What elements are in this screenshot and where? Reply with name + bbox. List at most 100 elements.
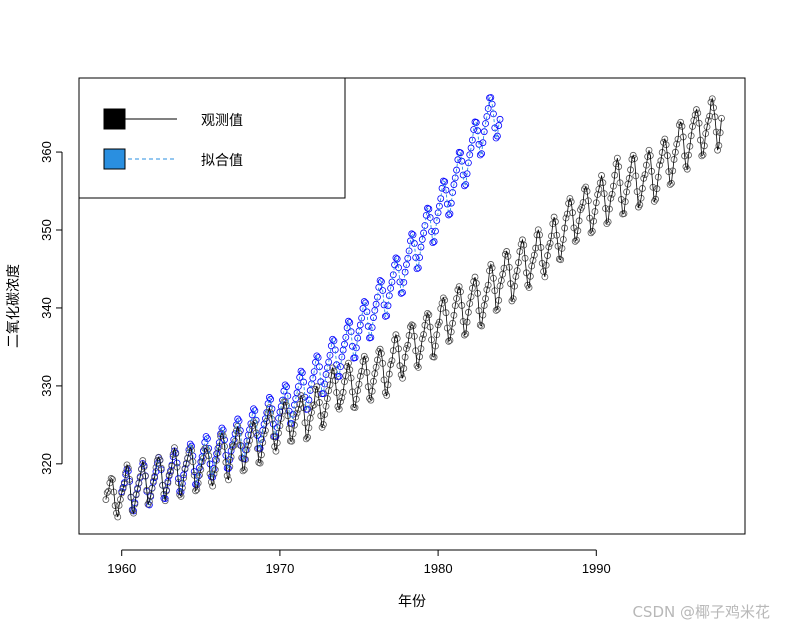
observed-point: [118, 489, 126, 497]
observed-point: [467, 293, 475, 301]
fitted-point: [372, 300, 380, 308]
observed-point: [645, 146, 653, 154]
fitted-point: [360, 298, 368, 305]
observed-point: [642, 161, 650, 169]
x-tick-label: 1980: [424, 561, 453, 576]
observed-point: [482, 295, 489, 302]
observed-point: [288, 437, 296, 445]
fitted-point: [359, 305, 367, 312]
fitted-point: [408, 230, 416, 238]
observed-point: [345, 359, 352, 367]
fitted-point: [356, 321, 364, 329]
legend: 观测值 拟合值: [78, 77, 346, 199]
observed-point: [371, 370, 379, 377]
observed-point: [329, 364, 337, 372]
observed-point: [243, 446, 251, 454]
observed-point: [598, 172, 605, 179]
fitted-point: [362, 299, 369, 307]
fitted-point: [425, 205, 433, 213]
fitted-point: [371, 306, 379, 314]
fitted-point: [283, 383, 290, 391]
observed-point: [139, 457, 147, 464]
observed-point: [244, 441, 252, 449]
observed-point: [293, 409, 301, 417]
observed-point: [455, 283, 463, 290]
y-tick-label: 330: [39, 375, 54, 397]
observed-point: [703, 123, 711, 131]
fitted-point: [405, 247, 413, 255]
observed-point: [198, 458, 206, 466]
observed-point: [335, 405, 343, 413]
observed-point: [107, 475, 115, 482]
observed-point: [671, 148, 679, 156]
fitted-point: [439, 177, 447, 185]
legend-observed-label: 观测值: [201, 113, 243, 129]
observed-point: [272, 447, 280, 455]
observed-point: [213, 456, 221, 464]
observed-point: [708, 95, 716, 103]
x-tick-label: 1960: [107, 561, 136, 576]
observed-point: [594, 191, 601, 198]
observed-point: [279, 407, 286, 415]
fitted-point: [265, 394, 273, 401]
observed-point: [151, 472, 159, 480]
fitted-point: [370, 314, 377, 321]
fitted-point: [329, 335, 337, 343]
fitted-point: [436, 202, 443, 210]
observed-point: [405, 332, 413, 339]
observed-point: [424, 310, 431, 317]
observed-point: [149, 477, 157, 485]
observed-point: [530, 251, 538, 259]
observed-point: [234, 422, 242, 430]
observed-point: [403, 345, 410, 352]
fitted-point: [306, 387, 314, 394]
observed-point: [550, 213, 558, 221]
observed-point: [637, 194, 645, 202]
fitted-point: [234, 415, 242, 423]
fitted-point: [310, 368, 318, 376]
fitted-point: [404, 254, 412, 262]
observed-point: [290, 421, 298, 429]
observed-series-line: [105, 97, 722, 518]
fitted-point: [213, 450, 221, 458]
y-axis-title: 二氧化碳浓度: [6, 264, 22, 348]
fitted-point: [482, 120, 489, 127]
fitted-point: [297, 367, 305, 375]
fitted-point: [161, 495, 169, 503]
observed-point: [182, 459, 190, 467]
observed-point: [465, 308, 472, 316]
observed-point: [103, 489, 111, 497]
observed-point: [592, 199, 600, 207]
observed-point: [251, 419, 259, 427]
fitted-point: [495, 122, 503, 129]
x-tick-label: 1990: [582, 561, 611, 576]
fitted-point: [313, 352, 321, 360]
observed-point: [487, 261, 495, 268]
observed-point: [323, 395, 331, 403]
fitted-point: [479, 139, 487, 147]
fitted-point: [418, 236, 426, 243]
observed-point: [657, 157, 665, 165]
fitted-point: [483, 113, 491, 120]
fitted-point: [188, 442, 195, 450]
observed-point: [519, 236, 526, 244]
observed-point: [613, 154, 621, 162]
observed-point: [446, 336, 454, 344]
observed-point: [296, 401, 304, 408]
observed-point: [545, 243, 553, 251]
observed-point: [372, 363, 380, 371]
fitted-point: [352, 344, 360, 352]
observed-point: [673, 140, 681, 148]
observed-point: [119, 485, 127, 493]
fitted-point: [378, 278, 385, 286]
fitted-point: [210, 465, 218, 472]
observed-point: [265, 404, 273, 412]
observed-point: [207, 478, 215, 486]
fitted-point: [441, 178, 449, 186]
fitted-point: [429, 239, 437, 247]
observed-point: [116, 496, 124, 503]
observed-point: [591, 208, 599, 215]
y-ticks: 320 330 340 350 360: [39, 141, 62, 475]
fitted-point: [387, 284, 395, 292]
observed-point: [546, 239, 554, 247]
